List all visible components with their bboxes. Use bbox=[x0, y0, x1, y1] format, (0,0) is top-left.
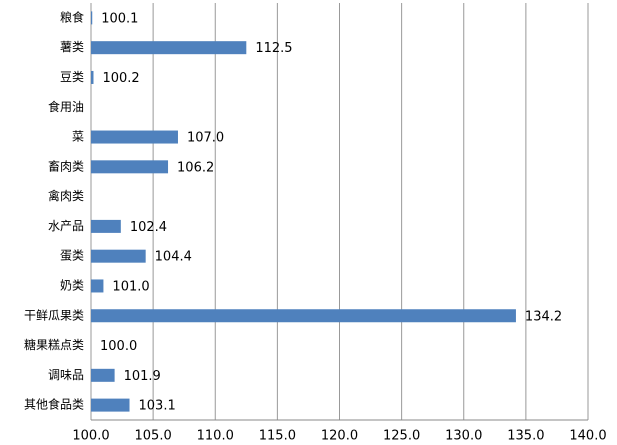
bar bbox=[91, 398, 130, 412]
y-tick-label: 禽肉类 bbox=[48, 188, 84, 203]
x-tick-label: 135.0 bbox=[507, 429, 544, 444]
x-tick-label: 140.0 bbox=[569, 429, 606, 444]
value-label: 100.2 bbox=[102, 71, 139, 86]
y-tick-label: 其他食品类 bbox=[24, 397, 84, 412]
bar bbox=[91, 130, 178, 144]
x-tick-label: 130.0 bbox=[445, 429, 482, 444]
y-tick-label: 食用油 bbox=[48, 99, 84, 114]
value-label: 107.0 bbox=[187, 131, 224, 146]
x-tick-label: 125.0 bbox=[383, 429, 420, 444]
y-tick-label: 水产品 bbox=[48, 219, 84, 233]
bar bbox=[91, 70, 94, 84]
value-label: 100.1 bbox=[101, 11, 138, 26]
bar bbox=[91, 11, 93, 25]
value-label: 112.5 bbox=[255, 41, 292, 56]
bar bbox=[91, 279, 104, 293]
bar bbox=[91, 249, 146, 263]
y-tick-label: 干鲜瓜果类 bbox=[24, 308, 84, 322]
y-tick-label: 糖果糕点类 bbox=[24, 337, 84, 352]
y-tick-label: 畜肉类 bbox=[48, 158, 84, 173]
x-tick-label: 105.0 bbox=[135, 429, 172, 444]
value-label: 101.9 bbox=[124, 369, 161, 384]
value-label: 100.0 bbox=[100, 339, 137, 354]
value-label: 134.2 bbox=[525, 309, 562, 324]
y-tick-label: 豆类 bbox=[60, 70, 84, 84]
x-tick-label: 110.0 bbox=[197, 429, 234, 444]
value-label: 103.1 bbox=[139, 399, 176, 414]
x-tick-label: 120.0 bbox=[321, 429, 358, 444]
y-tick-label: 薯类 bbox=[60, 40, 84, 54]
y-tick-label: 菜 bbox=[72, 130, 84, 144]
y-tick-label: 奶类 bbox=[60, 278, 84, 292]
bar bbox=[91, 368, 115, 382]
value-label: 102.4 bbox=[130, 220, 167, 235]
x-tick-label: 100.0 bbox=[72, 429, 109, 444]
y-tick-label: 粮食 bbox=[60, 9, 84, 24]
value-label: 104.4 bbox=[155, 250, 192, 265]
value-label: 101.0 bbox=[112, 279, 149, 294]
y-tick-label: 蛋类 bbox=[60, 249, 84, 263]
bar bbox=[91, 41, 247, 55]
value-label: 106.2 bbox=[177, 160, 214, 175]
x-tick-label: 115.0 bbox=[259, 429, 296, 444]
bar bbox=[91, 160, 169, 174]
y-tick-label: 调味品 bbox=[48, 368, 84, 382]
bar bbox=[91, 219, 121, 233]
bar bbox=[91, 309, 516, 323]
